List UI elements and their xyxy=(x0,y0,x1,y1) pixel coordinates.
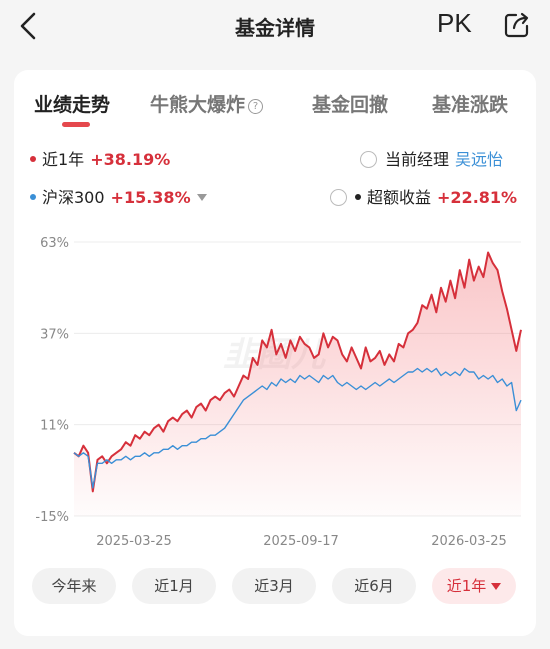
fund-return-value: +38.19% xyxy=(90,150,171,169)
performance-card: 业绩走势 牛熊大爆炸? 基金回撤 基准涨跌 近1年 +38.19% 当前经理 吴远怡… xyxy=(14,70,536,636)
benchmark-dot xyxy=(30,194,36,200)
fund-legend: 近1年 +38.19% xyxy=(30,146,170,170)
period-1y-button[interactable]: 近1年 xyxy=(432,568,516,604)
benchmark-legend-label: 沪深300 xyxy=(42,188,105,207)
x-tick-label: 2025-09-17 xyxy=(263,534,339,549)
chevron-left-icon[interactable] xyxy=(14,10,46,42)
y-tick-label: 11% xyxy=(40,419,69,434)
period-3m-button[interactable]: 近3月 xyxy=(232,568,316,604)
fund-area-fill xyxy=(74,252,521,516)
excess-toggle[interactable]: 超额收益 +22.81% xyxy=(330,184,517,208)
excess-return-value: +22.81% xyxy=(437,188,518,207)
period-1m-button[interactable]: 近1月 xyxy=(132,568,216,604)
y-tick-label: -15% xyxy=(35,510,69,525)
benchmark-legend[interactable]: 沪深300 +15.38% xyxy=(30,184,207,208)
excess-radio[interactable] xyxy=(330,189,347,206)
performance-chart[interactable]: 韭圈儿 63%37%11%-15% 2025-03-252025-09-1720… xyxy=(14,70,536,560)
excess-label: 超额收益 xyxy=(367,188,432,207)
manager-label: 当前经理 xyxy=(385,150,450,169)
excess-dot xyxy=(355,194,361,200)
tab-bull-bear[interactable]: 牛熊大爆炸? xyxy=(150,90,264,117)
fund-series-line xyxy=(73,251,522,493)
active-tab-indicator xyxy=(62,122,90,127)
manager-name-link[interactable]: 吴远怡 xyxy=(455,150,504,169)
chevron-down-icon xyxy=(491,583,502,590)
period-6m-button[interactable]: 近6月 xyxy=(332,568,416,604)
benchmark-series-line xyxy=(73,367,522,489)
info-icon[interactable]: ? xyxy=(248,99,264,114)
page-title: 基金详情 xyxy=(235,16,315,40)
dropdown-icon[interactable] xyxy=(196,194,207,201)
tab-benchmark[interactable]: 基准涨跌 xyxy=(432,94,509,116)
x-tick-label: 2026-03-25 xyxy=(431,534,507,549)
tab-performance[interactable]: 业绩走势 xyxy=(34,94,111,116)
manager-toggle[interactable]: 当前经理 吴远怡 xyxy=(360,146,503,170)
tab-drawdown[interactable]: 基金回撤 xyxy=(312,94,389,116)
x-tick-label: 2025-03-25 xyxy=(96,534,172,549)
period-ytd-button[interactable]: 今年来 xyxy=(32,568,116,604)
y-tick-label: 63% xyxy=(40,236,69,251)
share-icon[interactable] xyxy=(502,10,532,40)
header: 基金详情 PK xyxy=(0,0,550,56)
benchmark-return-value: +15.38% xyxy=(110,188,191,207)
y-tick-label: 37% xyxy=(40,327,69,342)
fund-dot xyxy=(30,156,36,162)
fund-legend-label: 近1年 xyxy=(42,150,85,169)
pk-button[interactable]: PK xyxy=(437,8,472,38)
manager-radio[interactable] xyxy=(360,151,377,168)
